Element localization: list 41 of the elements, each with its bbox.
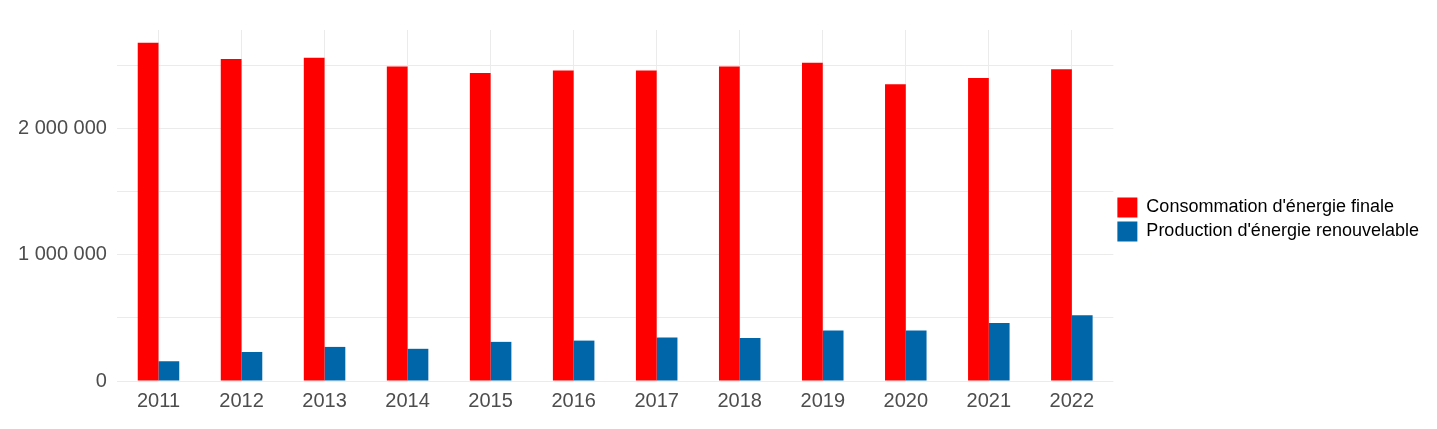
y-tick-label: 1 000 000 xyxy=(17,242,107,265)
x-tick-label: 2020 xyxy=(883,388,929,411)
bar xyxy=(635,70,657,381)
bar xyxy=(158,361,180,381)
bar xyxy=(905,330,927,381)
x-tick-label: 2021 xyxy=(966,388,1012,411)
bar xyxy=(885,84,906,381)
bar xyxy=(822,330,844,381)
bar xyxy=(718,66,740,381)
x-tick-label: 2017 xyxy=(634,388,679,411)
bar xyxy=(656,337,678,381)
bar xyxy=(802,62,823,381)
bar xyxy=(1051,69,1072,381)
legend-label: Consommation d'énergie finale xyxy=(1146,196,1394,217)
bar xyxy=(968,77,989,381)
bar xyxy=(1071,315,1093,381)
bar xyxy=(490,341,512,381)
bar xyxy=(407,348,429,381)
x-tick-label: 2018 xyxy=(717,388,762,411)
x-tick-label: 2011 xyxy=(136,388,180,411)
bar xyxy=(988,322,1010,381)
x-tick-label: 2015 xyxy=(468,388,513,411)
x-tick-label: 2019 xyxy=(800,388,846,411)
bar xyxy=(137,42,159,381)
x-tick-label: 2012 xyxy=(219,388,264,411)
legend-label: Production d'énergie renouvelable xyxy=(1146,220,1420,241)
bar xyxy=(386,66,408,381)
y-tick-label: 2 000 000 xyxy=(17,116,107,138)
bar xyxy=(241,351,263,381)
bar xyxy=(739,338,761,381)
x-tick-label: 2013 xyxy=(302,388,347,411)
bar xyxy=(220,59,242,381)
x-tick-label: 2022 xyxy=(1049,388,1095,411)
bar xyxy=(469,72,491,381)
bar xyxy=(552,70,574,381)
x-tick-label: 2014 xyxy=(385,388,430,411)
bar xyxy=(303,57,325,381)
y-tick-label: 0 xyxy=(95,368,107,391)
x-tick-label: 2016 xyxy=(551,388,596,411)
bar xyxy=(573,340,595,381)
bar xyxy=(324,346,346,381)
